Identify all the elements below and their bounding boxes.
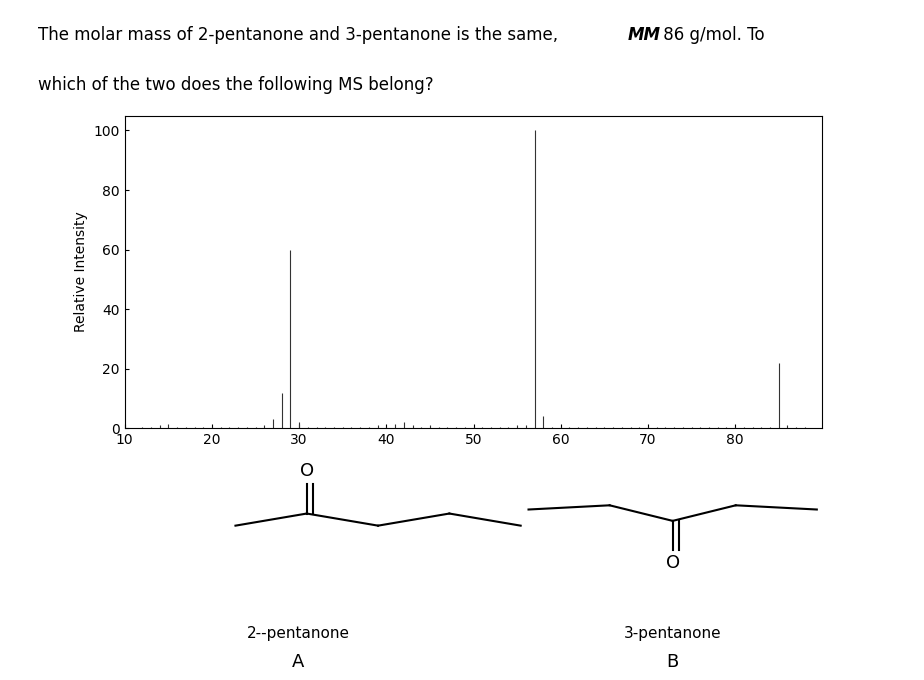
Text: 86 g/mol. To: 86 g/mol. To [658, 25, 765, 44]
Text: 2--pentanone: 2--pentanone [247, 626, 350, 641]
Text: 3-pentanone: 3-pentanone [624, 626, 722, 641]
Text: O: O [299, 462, 314, 481]
Text: MM: MM [628, 25, 661, 44]
Y-axis label: Relative Intensity: Relative Intensity [74, 211, 88, 333]
Text: B: B [666, 653, 679, 671]
Text: A: A [292, 653, 305, 671]
Text: The molar mass of 2-pentanone and 3-pentanone is the same,: The molar mass of 2-pentanone and 3-pent… [38, 25, 564, 44]
Text: which of the two does the following MS belong?: which of the two does the following MS b… [38, 77, 433, 95]
Text: O: O [665, 554, 680, 572]
